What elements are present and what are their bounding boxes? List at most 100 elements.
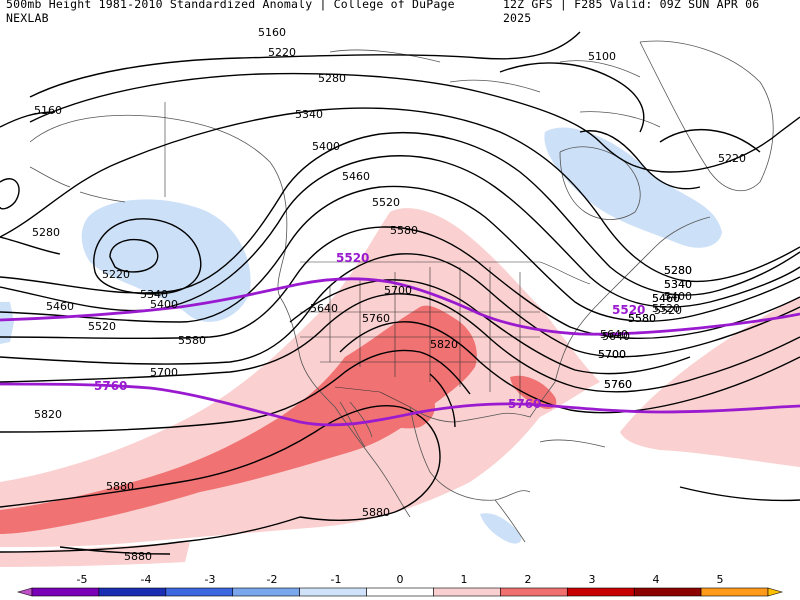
- product-title: 500mb Height 1981-2010 Standardized Anom…: [6, 0, 455, 25]
- label-5760-b: 5760: [604, 378, 632, 391]
- alaska-coast: [29, 114, 288, 298]
- label-5520-d: 5520: [654, 304, 682, 317]
- label-5580-a: 5580: [390, 224, 418, 237]
- label-5580-d: 5580: [628, 312, 656, 325]
- color-scale-bar: -5 -4 -3 -2 -1 0 1 2 3 4 5: [16, 573, 784, 597]
- contour-5880-b: [0, 516, 301, 555]
- colorbar-min-arrow: [16, 587, 33, 597]
- highlight-label-5760-west: 5760: [94, 379, 127, 393]
- label-5640-b: 5640: [600, 328, 628, 341]
- us-canada-border: [300, 261, 591, 285]
- contour-west-low: [0, 178, 20, 210]
- contour-5880-a: [0, 405, 441, 521]
- contour-east-edge: [679, 486, 800, 502]
- colorbar-swatch: [165, 587, 234, 597]
- label-5700-d: 5700: [598, 348, 626, 361]
- us-mexico-border: [334, 386, 411, 408]
- contour-5100: [499, 62, 645, 133]
- label-5460-c: 5460: [652, 292, 680, 305]
- label-5280-d: 5280: [664, 264, 692, 277]
- contour-5160-north: [29, 31, 581, 98]
- label-5220-a: 5220: [268, 46, 296, 59]
- colorbar-swatch: [700, 587, 769, 597]
- label-5160-b: 5160: [34, 104, 62, 117]
- label-5340-d: 5340: [664, 278, 692, 291]
- contour-5280-north: [0, 107, 800, 283]
- label-5400-d: 5400: [664, 290, 692, 303]
- label-5880-b: 5880: [106, 480, 134, 493]
- label-5880-a: 5880: [362, 506, 390, 519]
- highlight-label-5520-west: 5520: [336, 251, 369, 265]
- colorbar-swatch: [500, 587, 568, 597]
- state-lines: [300, 267, 540, 402]
- pos-anomaly-2-florida: [510, 375, 557, 409]
- tick-1: 1: [461, 573, 468, 586]
- pos-anomaly-2-main: [0, 305, 477, 534]
- tick--4: -4: [141, 573, 152, 586]
- label-5520-b: 5520: [88, 320, 116, 333]
- tick--5: -5: [77, 573, 88, 586]
- label-5700-c: 5700: [598, 348, 626, 361]
- colorbar-swatch: [433, 587, 501, 597]
- color-scale-ticks: -5 -4 -3 -2 -1 0 1 2 3 4 5: [77, 573, 724, 586]
- colorbar-swatch: [299, 587, 367, 597]
- highlight-contours: [0, 277, 800, 427]
- contour-5760: [339, 321, 800, 414]
- label-5340-b: 5340: [140, 288, 168, 301]
- label-5280-c: 5280: [664, 264, 692, 277]
- tick-5: 5: [717, 573, 724, 586]
- label-5460-a: 5460: [342, 170, 370, 183]
- label-5700-a: 5700: [384, 284, 412, 297]
- pos-anomaly-1-atlantic: [620, 297, 800, 467]
- colorbar-swatch: [566, 587, 635, 597]
- colorbar-swatch: [633, 587, 702, 597]
- valid-time: 12Z GFS | F285 Valid: 09Z SUN APR 06 202…: [502, 0, 760, 25]
- contour-5220-inner: [109, 238, 159, 273]
- contour-5520: [0, 226, 800, 340]
- colorbar-swatch: [31, 587, 100, 597]
- contour-5220-north: [29, 72, 800, 173]
- label-5640-a: 5640: [310, 302, 338, 315]
- label-5220-b: 5220: [102, 268, 130, 281]
- label-5340-c: 5340: [664, 278, 692, 291]
- label-5280-b: 5280: [32, 226, 60, 239]
- label-5880-c: 5880: [124, 550, 152, 563]
- pos-anomaly-1-main: [0, 208, 600, 547]
- hudson-bay: [559, 146, 641, 220]
- contour-5280-west: [0, 236, 61, 255]
- contour-5460: [0, 185, 800, 323]
- contour-5220-east: [579, 129, 761, 190]
- contour-5700-a: [0, 293, 800, 393]
- contour-5760-highlight: [0, 382, 800, 427]
- height-contours: [0, 31, 800, 555]
- contour-5580: [0, 253, 800, 365]
- highlight-label-5520-east: 5520: [612, 303, 645, 317]
- colorbar-max-arrow: [767, 587, 784, 597]
- mexico-coast: [409, 406, 531, 501]
- tick-0: 0: [397, 573, 404, 586]
- highlight-label-5760-east: 5760: [508, 397, 541, 411]
- label-5760-a: 5760: [362, 312, 390, 325]
- label-5700-b: 5700: [150, 366, 178, 379]
- colorbar-swatch: [98, 587, 167, 597]
- tick-3: 3: [589, 573, 596, 586]
- label-5640-c: 5640: [602, 330, 630, 343]
- label-5520-a: 5520: [372, 196, 400, 209]
- pacific-coast: [279, 296, 411, 518]
- neg-anomaly-caribbean: [480, 513, 522, 544]
- height-anomaly-map: 5160 5220 5280 5340 5400 5460 5520 5580 …: [0, 26, 800, 567]
- tick--2: -2: [267, 573, 278, 586]
- contour-labels: 5160 5220 5280 5340 5400 5460 5520 5580 …: [32, 26, 746, 563]
- label-5520-c: 5520: [652, 302, 680, 315]
- label-5400-b: 5400: [150, 298, 178, 311]
- pos-anomaly-1-sw-strip: [0, 542, 190, 567]
- label-5280-a: 5280: [318, 72, 346, 85]
- neg-anomaly-hudson: [544, 127, 722, 248]
- label-5580-c: 5580: [628, 312, 656, 325]
- color-scale-swatches: [16, 587, 784, 597]
- tick--1: -1: [331, 573, 342, 586]
- cuba: [539, 439, 606, 448]
- label-5820-a: 5820: [430, 338, 458, 351]
- tick-2: 2: [525, 573, 532, 586]
